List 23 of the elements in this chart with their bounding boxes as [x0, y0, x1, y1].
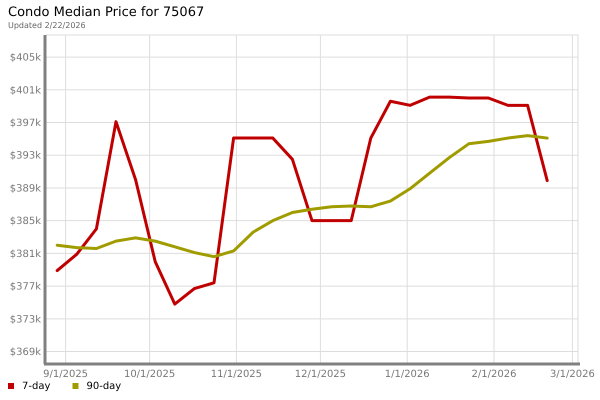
legend-label: 90-day: [86, 381, 122, 392]
chart-subtitle: Updated 2/22/2026: [8, 21, 86, 30]
y-tick-label: $401k: [10, 85, 42, 96]
y-tick-label: $373k: [10, 314, 42, 326]
y-tick-label: $405k: [10, 52, 42, 64]
legend-label: 7-day: [22, 381, 50, 392]
x-tick-label: 10/1/2025: [124, 369, 176, 380]
x-tick-label: 12/1/2025: [294, 369, 346, 380]
x-tick-label: 1/1/2026: [384, 369, 430, 380]
y-tick-label: $385k: [10, 216, 42, 228]
y-tick-label: $389k: [10, 183, 42, 194]
y-tick-label: $393k: [10, 150, 42, 162]
y-tick-label: $369k: [10, 347, 42, 358]
x-tick-label: 9/1/2025: [43, 369, 88, 380]
x-tick-label: 3/1/2026: [550, 369, 595, 380]
y-tick-label: $381k: [10, 248, 42, 260]
x-tick-label: 2/1/2026: [472, 369, 516, 380]
y-tick-label: $397k: [10, 118, 42, 130]
line-series: [56, 96, 549, 306]
line-series: [56, 134, 549, 258]
x-tick-label: 11/1/2025: [210, 369, 262, 380]
chart-title: Condo Median Price for 75067: [8, 5, 204, 20]
y-tick-label: $377k: [10, 282, 42, 293]
